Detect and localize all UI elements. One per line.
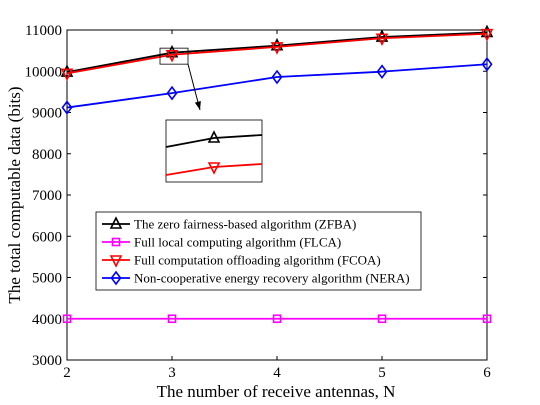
- legend-marker: [111, 237, 121, 247]
- series-line: [66, 63, 488, 109]
- legend-entry-2: Full computation offloading algorithm (F…: [102, 253, 381, 268]
- inset-fcoa-marker: [207, 162, 221, 175]
- data-point: [271, 69, 283, 85]
- data-point: [60, 68, 74, 82]
- legend-entry-3: Non-cooperative energy recovery algorith…: [102, 271, 410, 286]
- series-line: [66, 31, 488, 73]
- data-point: [270, 37, 284, 51]
- inset-fcoa-line: [165, 163, 263, 176]
- x-tick-label: 2: [63, 365, 71, 381]
- data-point: [60, 64, 74, 77]
- x-axis-label: The number of receive antennas, N: [157, 382, 396, 401]
- y-axis-label: The total computable data (bits): [5, 86, 24, 303]
- series-1: [62, 314, 492, 324]
- series-2: [60, 28, 494, 82]
- data-point: [270, 42, 284, 55]
- data-point: [376, 64, 388, 79]
- legend-entry-0: The zero fairness-based algorithm (ZFBA): [102, 216, 356, 232]
- data-point: [375, 29, 389, 42]
- x-tick-label: 3: [168, 365, 176, 381]
- data-point: [61, 100, 73, 115]
- y-tick-label: 3000: [32, 353, 62, 369]
- x-tick-label: 5: [378, 365, 386, 381]
- legend-marker: [110, 270, 122, 286]
- data-point: [375, 33, 389, 47]
- x-tick-label: 6: [483, 365, 491, 381]
- inset-zfba-line: [165, 134, 263, 148]
- y-tick-label: 11000: [25, 23, 62, 39]
- plot-area: 2 3 4 5 6 3000 4000 5000 6000 7000 8000 9000 10000 11…: [25, 23, 494, 381]
- data-point: [167, 314, 177, 324]
- series-line: [66, 32, 488, 75]
- y-tick-label: 7000: [32, 188, 62, 204]
- legend-label: Non-cooperative energy recovery algorith…: [134, 271, 410, 286]
- zoom-region-box: [159, 47, 189, 65]
- inset-zfba-marker: [207, 130, 221, 143]
- series-3: [61, 56, 493, 115]
- data-point: [377, 314, 387, 324]
- y-tick-label: 8000: [32, 147, 62, 163]
- data-point: [165, 49, 179, 63]
- axes-frame: [66, 29, 488, 361]
- y-tick-label: 9000: [32, 106, 62, 122]
- y-tick-label: 4000: [32, 312, 62, 328]
- legend: The zero fairness-based algorithm (ZFBA)…: [95, 211, 422, 291]
- zoom-arrow-head: [194, 101, 201, 110]
- data-point: [62, 314, 72, 324]
- legend-label: The zero fairness-based algorithm (ZFBA): [134, 217, 356, 232]
- legend-entry-1: Full local computing algorithm (FLCA): [102, 235, 341, 250]
- data-point: [165, 44, 179, 58]
- data-point: [480, 24, 494, 38]
- data-point: [480, 28, 494, 42]
- legend-marker: [109, 216, 123, 229]
- data-point: [482, 314, 492, 324]
- legend-label: Full computation offloading algorithm (F…: [134, 253, 381, 268]
- series-0: [60, 24, 494, 77]
- legend-marker: [109, 255, 123, 268]
- data-point: [272, 314, 282, 324]
- y-tick-label: 6000: [32, 229, 62, 245]
- data-point: [166, 85, 178, 101]
- zoom-inset: [159, 47, 263, 183]
- legend-label: Full local computing algorithm (FLCA): [134, 235, 341, 250]
- x-tick-label: 4: [273, 365, 281, 381]
- y-tick-label: 10000: [25, 64, 63, 80]
- legend-box: [95, 211, 422, 291]
- y-tick-label: 5000: [32, 271, 62, 287]
- data-point: [481, 56, 493, 72]
